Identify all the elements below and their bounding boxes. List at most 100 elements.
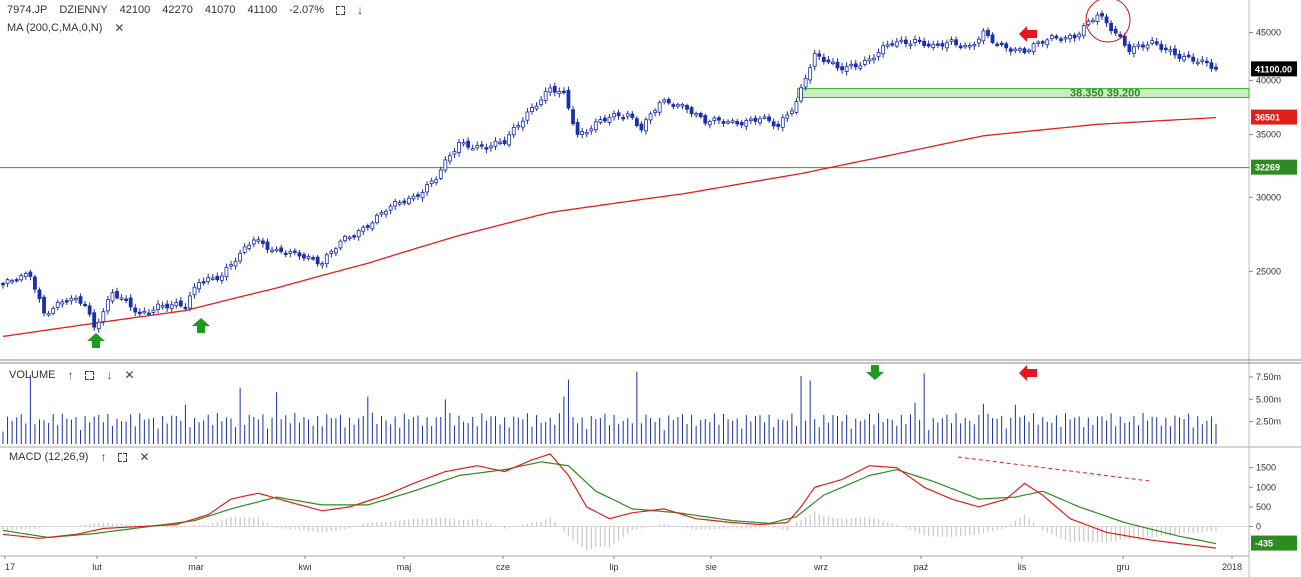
candle-body bbox=[1104, 16, 1109, 24]
close-icon[interactable]: ✕ bbox=[124, 368, 135, 382]
candle-body bbox=[165, 303, 170, 309]
candle-body bbox=[1159, 43, 1164, 50]
candle-body bbox=[790, 110, 794, 114]
candle-body bbox=[1081, 25, 1086, 37]
candle-body bbox=[1095, 14, 1100, 22]
candle-body bbox=[598, 119, 603, 123]
candle-body bbox=[238, 252, 243, 262]
candle-body bbox=[347, 236, 352, 240]
expand-icon[interactable] bbox=[118, 452, 128, 462]
buy-signal-arrow-icon bbox=[87, 333, 105, 348]
candle-body bbox=[803, 77, 808, 88]
arrow-up-icon[interactable]: ↑ bbox=[67, 368, 74, 382]
candle-body bbox=[233, 260, 238, 267]
support-value-badge-label: 32269 bbox=[1255, 163, 1280, 173]
candle-body bbox=[484, 147, 489, 150]
candle-body bbox=[967, 45, 972, 48]
candle-body bbox=[142, 311, 147, 314]
close-icon[interactable]: ✕ bbox=[114, 21, 125, 35]
candle-body bbox=[748, 118, 753, 122]
candle-body bbox=[406, 197, 411, 205]
candle-body bbox=[51, 308, 56, 314]
candle-body bbox=[1168, 49, 1173, 52]
candle-body bbox=[42, 296, 46, 314]
candle-body bbox=[666, 98, 671, 104]
candle-body bbox=[1063, 37, 1068, 40]
candle-body bbox=[279, 247, 284, 253]
candles bbox=[1, 10, 1218, 333]
candle-body bbox=[183, 306, 188, 310]
candle-body bbox=[876, 52, 881, 57]
candle-body bbox=[680, 104, 685, 107]
low-value: 41070 bbox=[204, 4, 236, 16]
candle-body bbox=[119, 297, 124, 300]
candle-body bbox=[712, 117, 717, 121]
candle-body bbox=[1018, 48, 1022, 51]
candle-body bbox=[730, 120, 735, 123]
candle-body bbox=[963, 44, 968, 48]
candle-body bbox=[867, 58, 872, 62]
volume-spike-arrow-icon bbox=[1019, 365, 1037, 381]
candle-body bbox=[589, 128, 594, 132]
high-value: 42270 bbox=[162, 4, 193, 16]
candle-body bbox=[908, 43, 913, 46]
candle-body bbox=[315, 256, 320, 265]
arrow-up-icon[interactable]: ↑ bbox=[100, 450, 107, 464]
candle-body bbox=[607, 116, 612, 123]
candle-body bbox=[844, 65, 849, 72]
arrow-down-icon[interactable]: ↓ bbox=[357, 3, 364, 17]
candle-body bbox=[55, 301, 60, 308]
candle-body bbox=[676, 104, 680, 107]
candle-body bbox=[402, 200, 407, 204]
expand-icon[interactable] bbox=[85, 370, 95, 380]
x-tick-label: wrz bbox=[813, 562, 828, 572]
candle-body bbox=[981, 30, 986, 42]
candle-body bbox=[87, 305, 92, 315]
candle-body bbox=[520, 120, 525, 128]
macd-value-badge-label: -435 bbox=[1255, 539, 1273, 549]
candle-body bbox=[767, 116, 772, 121]
volume-tick-label: 5.00m bbox=[1256, 394, 1281, 404]
macd-signal-line bbox=[2, 461, 1217, 545]
y-tick-label: 30000 bbox=[1256, 192, 1281, 202]
candle-body bbox=[584, 132, 589, 135]
candle-body bbox=[46, 313, 51, 316]
volume-spike-arrow-icon bbox=[866, 365, 884, 380]
close-value: 41100 bbox=[247, 4, 278, 16]
volume-title: VOLUME bbox=[9, 369, 56, 381]
candle-body bbox=[261, 240, 265, 244]
macd-tick-label: 0 bbox=[1256, 522, 1261, 532]
candle-body bbox=[1013, 48, 1018, 52]
candle-body bbox=[192, 286, 197, 296]
expand-icon[interactable] bbox=[336, 5, 346, 15]
candle-body bbox=[169, 304, 174, 309]
candle-body bbox=[771, 121, 776, 127]
x-tick-label: 17 bbox=[5, 562, 15, 572]
candle-body bbox=[753, 117, 758, 122]
candle-body bbox=[1122, 35, 1127, 46]
candle-body bbox=[96, 321, 101, 330]
candle-body bbox=[210, 277, 215, 280]
candle-body bbox=[83, 303, 87, 307]
candle-body bbox=[530, 107, 534, 113]
candle-body bbox=[19, 274, 24, 281]
candle-body bbox=[1054, 35, 1059, 39]
candle-body bbox=[147, 312, 151, 315]
candle-body bbox=[479, 144, 484, 147]
candle-body bbox=[429, 180, 434, 185]
macd-histogram bbox=[2, 511, 1217, 551]
divergence-trendline bbox=[957, 456, 1151, 482]
candle-body bbox=[890, 43, 895, 46]
candle-body bbox=[516, 125, 521, 128]
close-icon[interactable]: ✕ bbox=[139, 450, 150, 464]
arrow-down-icon[interactable]: ↓ bbox=[106, 368, 113, 382]
x-tick-label: 2018 bbox=[1222, 562, 1242, 572]
candle-body bbox=[999, 42, 1004, 46]
candle-body bbox=[247, 244, 252, 249]
macd-tick-label: 1000 bbox=[1256, 482, 1276, 492]
support-zone bbox=[797, 88, 1250, 99]
candle-body bbox=[881, 45, 886, 55]
candle-body bbox=[1113, 28, 1118, 34]
candle-body bbox=[894, 41, 899, 47]
macd-toolbar: MACD (12,26,9) ↑ ✕ bbox=[9, 451, 150, 463]
